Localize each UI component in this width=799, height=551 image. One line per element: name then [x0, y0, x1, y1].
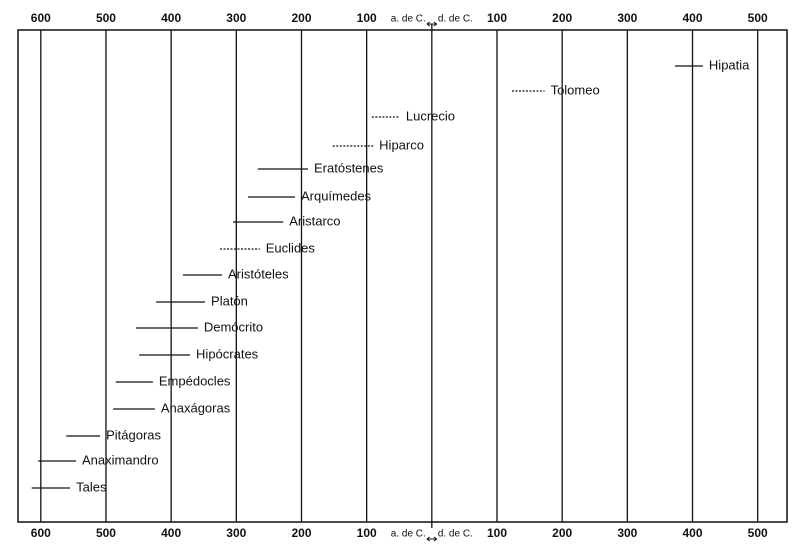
person-label: Empédocles [159, 373, 231, 388]
person-label: Euclides [266, 240, 316, 255]
era-arrow [426, 21, 438, 27]
person-label: Platón [211, 293, 248, 308]
person-label: Lucrecio [406, 108, 455, 123]
x-tick-label-top: 300 [226, 11, 246, 25]
x-tick-label-bottom: 200 [291, 526, 311, 540]
x-tick-label-top: 100 [487, 11, 507, 25]
era-label-bottom: d. de C. [438, 529, 473, 540]
x-tick-label-bottom: 300 [617, 526, 637, 540]
x-tick-label-bottom: 500 [748, 526, 768, 540]
x-tick-label-top: 600 [31, 11, 51, 25]
x-tick-label-top: 400 [161, 11, 181, 25]
person-label: Arquímedes [301, 188, 372, 203]
person-label: Anaxágoras [161, 400, 231, 415]
x-tick-label-bottom: 600 [31, 526, 51, 540]
person-label: Aristóteles [228, 266, 289, 281]
era-label-bottom: a. de C. [391, 529, 426, 540]
x-tick-label-top: 200 [291, 11, 311, 25]
person-label: Eratóstenes [314, 160, 384, 175]
x-tick-label-bottom: 300 [226, 526, 246, 540]
x-tick-label-bottom: 400 [161, 526, 181, 540]
x-tick-label-top: 300 [617, 11, 637, 25]
era-arrow [426, 536, 438, 542]
x-tick-label-bottom: 100 [357, 526, 377, 540]
person-label: Tolomeo [551, 82, 600, 97]
x-tick-label-top: 100 [357, 11, 377, 25]
person-label: Demócrito [204, 319, 263, 334]
x-tick-label-top: 500 [96, 11, 116, 25]
person-label: Hipatia [709, 57, 750, 72]
person-label: Tales [76, 479, 107, 494]
person-label: Anaximandro [82, 452, 159, 467]
x-tick-label-top: 500 [748, 11, 768, 25]
x-tick-label-top: 400 [682, 11, 702, 25]
x-tick-label-bottom: 400 [682, 526, 702, 540]
x-tick-label-bottom: 100 [487, 526, 507, 540]
x-tick-label-bottom: 200 [552, 526, 572, 540]
frame [17, 29, 788, 523]
x-tick-label-bottom: 500 [96, 526, 116, 540]
person-label: Pitágoras [106, 427, 161, 442]
person-label: Aristarco [289, 213, 340, 228]
era-label-top: a. de C. [391, 14, 426, 25]
era-label-top: d. de C. [438, 14, 473, 25]
person-label: Hipócrates [196, 346, 259, 361]
x-tick-label-top: 200 [552, 11, 572, 25]
person-label: Hiparco [379, 137, 424, 152]
